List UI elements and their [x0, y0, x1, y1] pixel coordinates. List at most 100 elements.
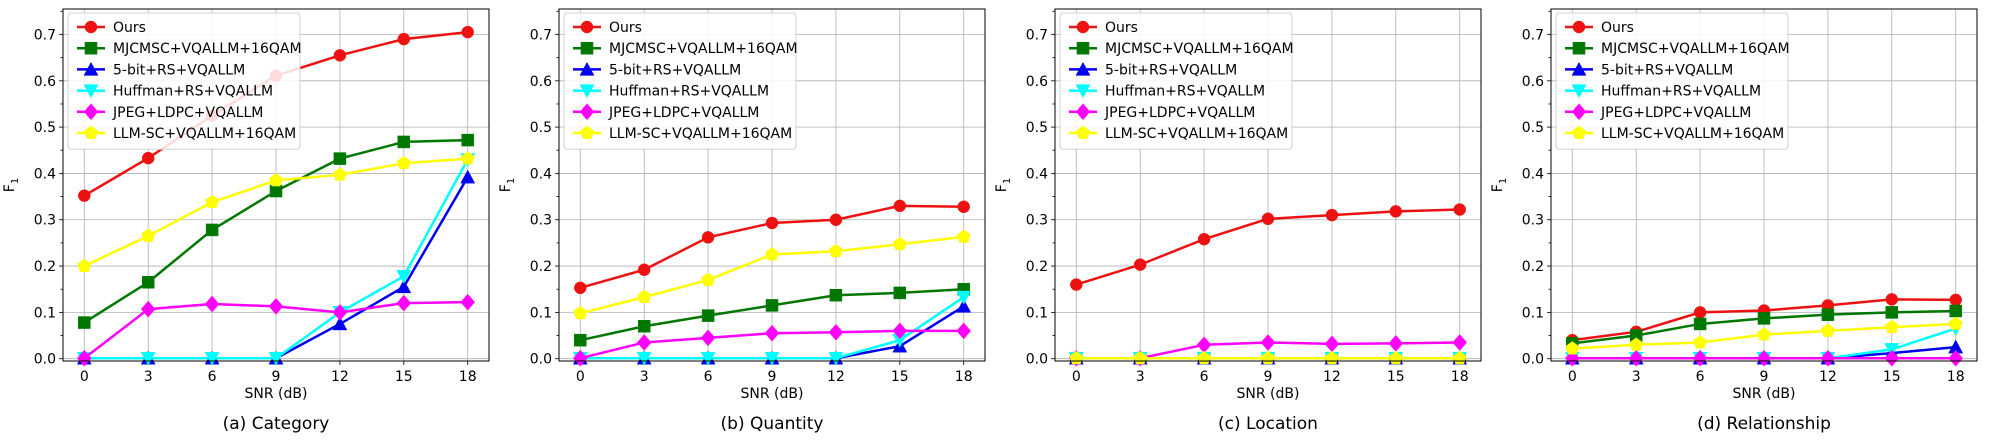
- legend-item-5: JPEG+LDPC+VQALLM: [1565, 103, 1751, 121]
- legend-swatch-marker: [83, 103, 99, 121]
- data-point-5: [396, 279, 412, 294]
- data-point-1: [636, 334, 652, 351]
- legend-swatch-marker: [580, 125, 594, 139]
- data-point-5: [1389, 205, 1403, 218]
- data-point-1: [141, 151, 155, 165]
- plot-frame: [558, 8, 986, 362]
- data-point-0: [1070, 278, 1083, 291]
- legend-swatch-marker: [1075, 84, 1091, 99]
- data-point-1: [141, 228, 156, 242]
- y-tick-label-5: 0.5: [1026, 120, 1048, 136]
- legend-swatch-marker: [1076, 20, 1090, 34]
- legend-label: LLM-SC+VQALLM+16QAM: [1601, 126, 1784, 142]
- data-point-6: [1453, 203, 1466, 216]
- data-point-4: [333, 49, 347, 62]
- x-axis-label: SNR (dB): [245, 386, 308, 402]
- x-tick-label-4: 12: [827, 369, 845, 385]
- legend-label: MJCMSC+VQALLM+16QAM: [609, 41, 798, 57]
- data-point-0: [76, 349, 92, 367]
- data-point-3: [765, 247, 779, 261]
- legend: Ours MJCMSC+VQALLM+16QAM 5-bit+RS+VQALLM Hu…: [1059, 12, 1294, 150]
- x-tick-label-4: 12: [1323, 369, 1341, 385]
- legend-item-3: 5-bit+RS+VQALLM: [77, 61, 245, 78]
- y-axis-label: F1: [994, 178, 1013, 192]
- y-tick-label-3: 0.3: [1522, 213, 1544, 229]
- data-point-4: [828, 243, 843, 258]
- data-point-2: [1693, 317, 1707, 331]
- x-tick-label-4: 12: [1819, 369, 1837, 385]
- legend-swatch-marker: [579, 61, 595, 76]
- series-6: [77, 151, 475, 272]
- y-tick-label-4: 0.4: [34, 166, 56, 182]
- y-tick-label-1: 0.1: [1026, 305, 1048, 321]
- legend-label: Huffman+RS+VQALLM: [1601, 84, 1761, 100]
- data-point-3: [1757, 327, 1771, 341]
- y-tick-label-6: 0.6: [1026, 74, 1048, 90]
- data-point-3: [1757, 312, 1771, 325]
- x-tick-label-0: 0: [1568, 369, 1577, 385]
- data-point-4: [332, 167, 347, 181]
- y-tick-label-0: 0.0: [34, 352, 56, 368]
- legend-item-4: Huffman+RS+VQALLM: [1565, 84, 1761, 100]
- data-point-6: [1452, 334, 1468, 351]
- legend-label: Huffman+RS+VQALLM: [609, 84, 769, 100]
- data-point-5: [1884, 349, 1900, 367]
- legend-item-6: LLM-SC+VQALLM+16QAM: [1565, 125, 1784, 142]
- legend-label: LLM-SC+VQALLM+16QAM: [113, 126, 296, 142]
- data-point-2: [1196, 336, 1212, 354]
- data-point-5: [396, 155, 411, 170]
- y-tick-label-1: 0.1: [34, 305, 56, 321]
- legend-item-1: Ours: [77, 20, 146, 36]
- x-tick-label-5: 15: [395, 369, 413, 385]
- legend-label: 5-bit+RS+VQALLM: [113, 62, 245, 78]
- x-axis-label: SNR (dB): [741, 386, 804, 402]
- legend-label: JPEG+LDPC+VQALLM: [608, 105, 759, 121]
- legend-label: JPEG+LDPC+VQALLM: [112, 105, 263, 121]
- y-axis-label-subscript: 1: [1002, 178, 1013, 184]
- data-point-6: [1949, 293, 1962, 307]
- legend-box: [1555, 12, 1789, 150]
- data-point-3: [764, 324, 780, 342]
- data-point-5: [892, 236, 907, 251]
- series-6: [1069, 350, 1467, 365]
- legend-swatch-marker: [83, 61, 99, 76]
- legend-label: 5-bit+RS+VQALLM: [609, 62, 741, 78]
- legend-swatch-marker: [84, 20, 98, 34]
- x-tick-label-6: 18: [1451, 369, 1469, 385]
- legend-box: [67, 12, 301, 150]
- y-tick-label-0: 0.0: [1522, 352, 1544, 368]
- data-point-6: [957, 200, 970, 214]
- y-axis-label-base: F: [994, 184, 1010, 192]
- data-point-5: [893, 199, 907, 213]
- y-tick-label-2: 0.2: [530, 259, 552, 275]
- legend-swatch-marker: [1075, 61, 1091, 76]
- series-5: [572, 322, 972, 367]
- data-point-4: [829, 288, 843, 302]
- legend-item-2: MJCMSC+VQALLM+16QAM: [1069, 41, 1294, 57]
- series-6: [573, 229, 971, 320]
- panel-caption: (d) Relationship: [1697, 414, 1831, 434]
- legend-item-3: 5-bit+RS+VQALLM: [573, 61, 741, 78]
- y-axis-label-subscript: 1: [10, 178, 21, 184]
- y-tick-label-7: 0.7: [34, 27, 56, 43]
- legend-item-1: Ours: [1565, 20, 1634, 36]
- legend-swatch-marker: [580, 41, 594, 55]
- x-tick-label-5: 15: [891, 369, 909, 385]
- series-5: [76, 293, 476, 367]
- y-tick-label-2: 0.2: [1522, 259, 1544, 275]
- legend-swatch-marker: [1075, 103, 1091, 121]
- legend-swatch-marker: [1571, 103, 1587, 121]
- legend-item-5: JPEG+LDPC+VQALLM: [573, 103, 759, 121]
- y-tick-label-2: 0.2: [1026, 259, 1048, 275]
- legend-swatch-marker: [83, 84, 99, 99]
- data-point-5: [1884, 319, 1899, 334]
- x-tick-label-6: 18: [955, 369, 973, 385]
- data-point-0: [574, 281, 587, 295]
- legend-label: Ours: [1601, 20, 1634, 36]
- legend-item-5: JPEG+LDPC+VQALLM: [1069, 103, 1255, 121]
- x-tick-label-2: 6: [208, 369, 217, 385]
- data-point-2: [1692, 349, 1708, 367]
- data-point-6: [460, 151, 475, 165]
- y-axis-label-base: F: [498, 184, 514, 192]
- data-point-5: [1885, 306, 1899, 319]
